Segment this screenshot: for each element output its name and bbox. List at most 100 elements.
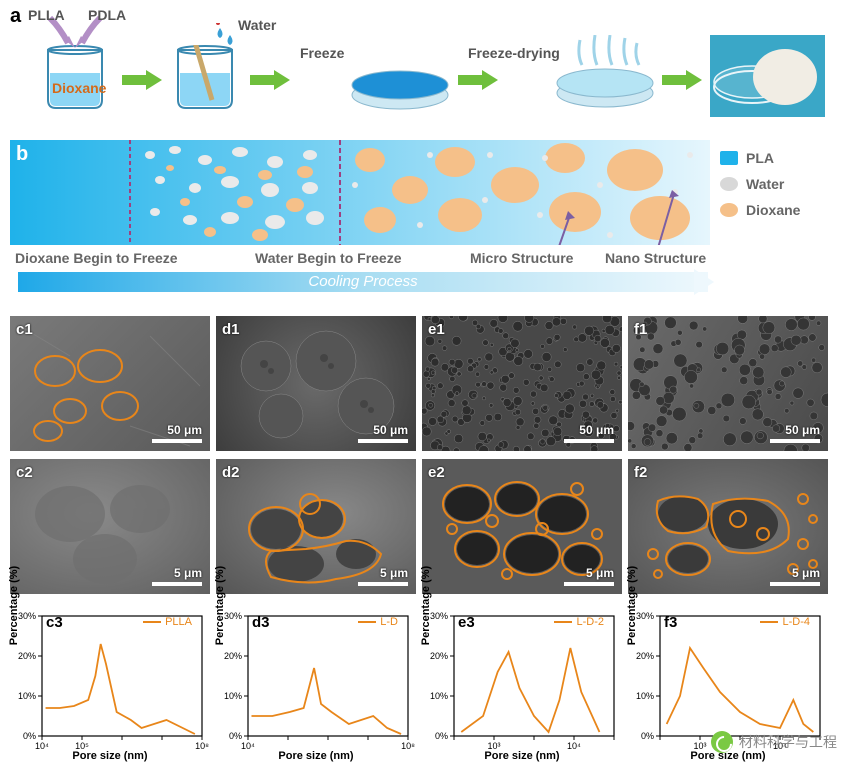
label-f3: f3 (664, 614, 677, 631)
label-b: b (16, 143, 28, 166)
chart-c3: c3 PLLA 0%10%20%30%10⁴10⁵10⁸ Percentage … (10, 610, 210, 760)
sem-f1: f1 50 μm (628, 316, 828, 451)
label-d2: d2 (222, 464, 240, 481)
svg-text:10⁸: 10⁸ (195, 741, 209, 751)
svg-text:20%: 20% (224, 651, 242, 661)
svg-text:0%: 0% (23, 731, 36, 741)
swatch-pla (720, 151, 738, 165)
svg-text:10⁴: 10⁴ (35, 741, 49, 751)
label-e3: e3 (458, 614, 475, 631)
scalebar-f1: 50 μm (770, 423, 820, 443)
svg-text:10⁴: 10⁴ (567, 741, 581, 751)
svg-text:10%: 10% (18, 691, 36, 701)
svg-text:30%: 30% (224, 611, 242, 621)
chart-e3: e3 L-D-2 0%10%20%30%10³10⁴ Percentage (%… (422, 610, 622, 760)
panel-b-schematic (10, 140, 710, 245)
dish-1-icon (350, 63, 450, 113)
legend-dioxane: Dioxane (720, 202, 830, 218)
sem-d2: d2 5 μm (216, 459, 416, 594)
swatch-dioxane (720, 203, 738, 217)
svg-text:20%: 20% (636, 651, 654, 661)
plla-label: PLLA (28, 7, 65, 23)
legend-d3: L-D (358, 616, 398, 628)
water-label: Water (238, 17, 276, 33)
svg-text:30%: 30% (18, 611, 36, 621)
svg-text:20%: 20% (18, 651, 36, 661)
chart-row: c3 PLLA 0%10%20%30%10⁴10⁵10⁸ Percentage … (10, 610, 828, 760)
legend-c3: PLLA (143, 616, 192, 628)
watermark-icon (711, 731, 733, 753)
svg-text:0%: 0% (435, 731, 448, 741)
xlabel-e3: Pore size (nm) (484, 750, 559, 762)
xlabel-c3: Pore size (nm) (72, 750, 147, 762)
label-d1: d1 (222, 321, 240, 338)
scalebar-e1: 50 μm (564, 423, 614, 443)
legend: PLA Water Dioxane (720, 150, 830, 228)
arrow-4-icon (662, 70, 702, 90)
sem-e2: e2 5 μm (422, 459, 622, 594)
pdla-label: PDLA (88, 7, 126, 23)
ylabel-f3: Percentage (%) (626, 566, 638, 645)
svg-text:10⁸: 10⁸ (401, 741, 415, 751)
label-d3: d3 (252, 614, 270, 631)
svg-text:0%: 0% (641, 731, 654, 741)
watermark: 材料科学与工程 (711, 731, 837, 753)
legend-f3: L-D-4 (760, 616, 810, 628)
arrow-1-icon (122, 70, 162, 90)
label-c3: c3 (46, 614, 63, 631)
scalebar-d1: 50 μm (358, 423, 408, 443)
sem-f2: f2 5 μm (628, 459, 828, 594)
scalebar-e2: 5 μm (564, 566, 614, 586)
label-c1: c1 (16, 321, 33, 338)
swatch-water (720, 177, 738, 191)
beaker-1-icon (40, 45, 110, 110)
sem-e1: e1 50 μm (422, 316, 622, 451)
sem-c2: c2 5 μm (10, 459, 210, 594)
legend-e3: L-D-2 (554, 616, 604, 628)
dish-2-icon (555, 35, 655, 115)
chart-c3-svg: 0%10%20%30%10⁴10⁵10⁸ (10, 610, 210, 760)
panel-a: a PLLA PDLA Dioxane Water Freeze Fr (10, 5, 830, 135)
product-photo (710, 35, 825, 117)
sem-row-2: c2 5 μm d2 5 μm e2 5 μm (10, 459, 828, 594)
label-e1: e1 (428, 321, 445, 338)
svg-text:10%: 10% (636, 691, 654, 701)
dioxane-label: Dioxane (52, 80, 106, 96)
svg-text:10%: 10% (224, 691, 242, 701)
cooling-bar: Cooling Process (18, 272, 708, 292)
scalebar-c1: 50 μm (152, 423, 202, 443)
scalebar-d2: 5 μm (358, 566, 408, 586)
arrow-3-icon (458, 70, 498, 90)
svg-text:30%: 30% (636, 611, 654, 621)
chart-d3: d3 L-D 0%10%20%30%10⁴10⁸ Percentage (%) … (216, 610, 416, 760)
legend-water: Water (720, 176, 830, 192)
xlabel-d3: Pore size (nm) (278, 750, 353, 762)
svg-text:30%: 30% (430, 611, 448, 621)
chart-e3-svg: 0%10%20%30%10³10⁴ (422, 610, 622, 760)
ylabel-e3: Percentage (%) (420, 566, 432, 645)
watermark-text: 材料科学与工程 (739, 732, 837, 752)
svg-text:0%: 0% (229, 731, 242, 741)
legend-pla: PLA (720, 150, 830, 166)
svg-text:20%: 20% (430, 651, 448, 661)
scalebar-c2: 5 μm (152, 566, 202, 586)
label-f2: f2 (634, 464, 647, 481)
panel-b: b Dioxane Begin to Freeze Water Begin to… (10, 140, 830, 290)
label-e2: e2 (428, 464, 445, 481)
ylabel-c3: Percentage (%) (8, 566, 20, 645)
caption-water: Water Begin to Freeze (255, 250, 402, 266)
caption-nano: Nano Structure (605, 250, 706, 266)
cooling-label: Cooling Process (308, 273, 417, 290)
label-a: a (10, 5, 21, 28)
ylabel-d3: Percentage (%) (214, 566, 226, 645)
sem-d1: d1 50 μm (216, 316, 416, 451)
chart-d3-svg: 0% 10% 20% 30% 10⁴ 10⁸ (216, 610, 416, 760)
label-f1: f1 (634, 321, 647, 338)
svg-text:10⁴: 10⁴ (241, 741, 255, 751)
svg-text:10%: 10% (430, 691, 448, 701)
caption-micro: Micro Structure (470, 250, 573, 266)
scalebar-f2: 5 μm (770, 566, 820, 586)
sem-row-1: c1 50 μm d1 50 μm e1 50 μm f1 50 μm (10, 316, 828, 451)
caption-dioxane: Dioxane Begin to Freeze (15, 250, 178, 266)
arrow-2-icon (250, 70, 290, 90)
